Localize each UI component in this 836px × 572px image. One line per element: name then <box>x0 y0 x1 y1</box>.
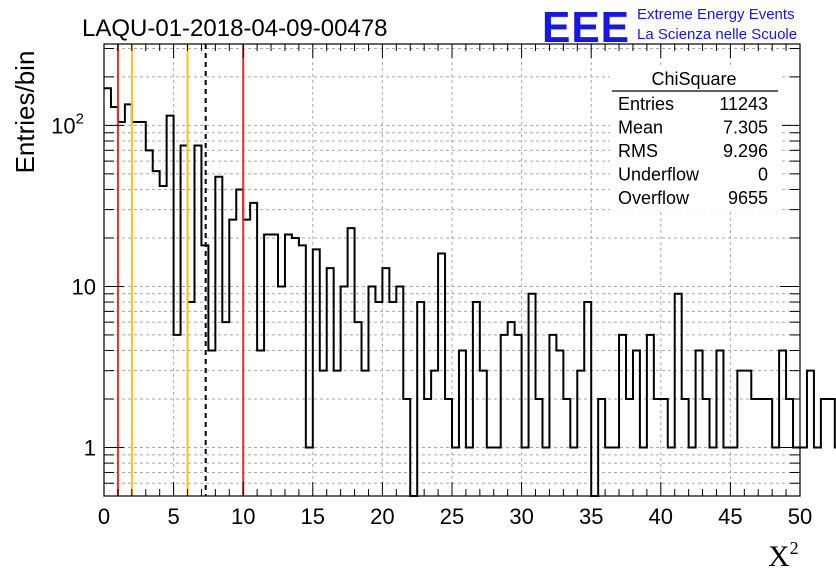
x-tick-label: 10 <box>231 504 255 529</box>
histogram <box>104 87 836 497</box>
stats-row-value: 9.296 <box>723 141 768 161</box>
x-tick-label: 0 <box>98 504 110 529</box>
x-tick-label: 20 <box>370 504 394 529</box>
x-tick-label: 25 <box>440 504 464 529</box>
histogram-outline <box>104 87 836 497</box>
stats-row-label: RMS <box>618 141 658 161</box>
stats-row-label: Overflow <box>618 188 690 208</box>
x-tick-label: 5 <box>167 504 179 529</box>
x-axis-label-exponent: 2 <box>790 538 799 558</box>
stats-rows: Entries 11243 Mean 7.305 RMS 9.296 Underflow 0 O… <box>618 94 768 208</box>
y-tick-label: 1 <box>84 436 96 461</box>
grid <box>104 44 800 497</box>
stats-box-background <box>610 66 782 210</box>
stats-title: ChiSquare <box>651 69 736 89</box>
logo-line-2: La Scienza nelle Scuole <box>637 26 797 43</box>
stats-row-value: 7.305 <box>723 118 768 138</box>
stats-row-value: 0 <box>758 165 768 185</box>
stats-row-value: 11243 <box>719 94 768 114</box>
y-tick-label: 10 <box>72 274 96 299</box>
stats-row-label: Mean <box>618 118 663 138</box>
y-tick-label-exponent: 2 <box>76 110 84 127</box>
x-tick-label: 45 <box>718 504 742 529</box>
stats-row-label: Entries <box>618 94 674 114</box>
x-tick-label: 15 <box>301 504 325 529</box>
reference-lines <box>116 44 245 496</box>
stats-row-label: Underflow <box>618 165 700 185</box>
stats-box: ChiSquare Entries 11243 Mean 7.305 RMS 9.296 U… <box>610 66 782 210</box>
x-tick-label: 30 <box>509 504 533 529</box>
y-axis-label: Entries/bin <box>10 51 40 174</box>
stats-row-value: 9655 <box>728 188 768 208</box>
x-tick-label: 35 <box>579 504 603 529</box>
x-tick-label: 50 <box>788 504 812 529</box>
logo-line-1: Extreme Energy Events <box>637 6 795 23</box>
plot-frame <box>103 43 801 497</box>
x-tick-labels: 0 5 10 15 20 25 30 35 40 45 50 <box>98 504 812 529</box>
chart-title: LAQU-01-2018-04-09-00478 <box>82 15 388 42</box>
x-tick-label: 40 <box>649 504 673 529</box>
eee-logo: EEE Extreme Energy Events La Scienza nel… <box>542 3 797 52</box>
